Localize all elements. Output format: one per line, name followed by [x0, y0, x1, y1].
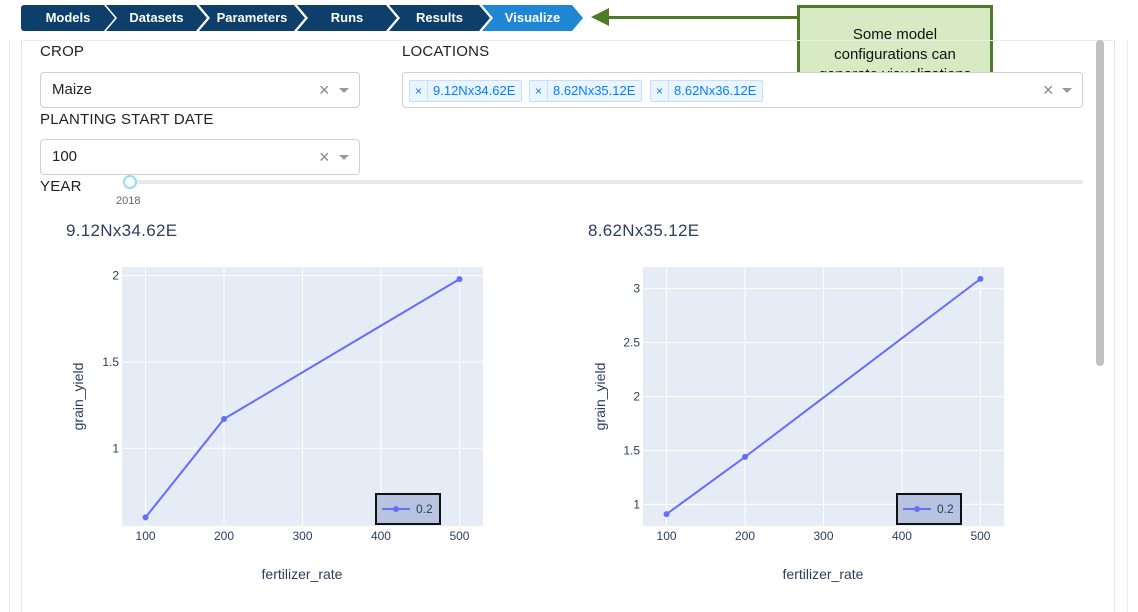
planting-start-date-value: 100 [52, 148, 78, 165]
year-slider-track[interactable] [130, 180, 1083, 184]
year-slider-mark: 2018 [116, 195, 141, 207]
planting-start-date-clear-icon[interactable]: × [319, 147, 330, 167]
crop-select[interactable]: Maize × [40, 72, 360, 108]
y-tick-label: 1.5 [102, 355, 119, 369]
breadcrumb-runs[interactable]: Runs [297, 5, 397, 31]
panel-border-right [1114, 40, 1115, 612]
data-point [142, 514, 149, 521]
crop-chevron-down-icon[interactable] [339, 88, 349, 93]
panel-border-left [21, 40, 22, 612]
breadcrumb-runs-label: Runs [330, 10, 364, 25]
outer-border-left [9, 40, 10, 612]
crop-clear-icon[interactable]: × [319, 80, 330, 100]
tag-remove-icon[interactable]: × [530, 81, 548, 101]
location-tag: × 8.62Nx35.12E [529, 80, 643, 102]
locations-label: LOCATIONS [402, 43, 490, 60]
x-tick-label: 500 [449, 529, 469, 543]
planting-start-date-chevron-down-icon[interactable] [339, 155, 349, 160]
vertical-scrollbar[interactable] [1096, 40, 1104, 366]
data-point [221, 415, 228, 422]
breadcrumb-visualize-label: Visualize [504, 10, 561, 25]
x-tick-label: 100 [136, 529, 156, 543]
chart-1-title: 9.12Nx34.62E [66, 221, 178, 240]
annotation-arrow-line [606, 15, 800, 19]
legend-label: 0.2 [416, 502, 433, 516]
breadcrumb-results[interactable]: Results [389, 5, 490, 31]
y-tick-label: 1 [112, 441, 119, 455]
breadcrumb-visualize[interactable]: Visualize [482, 5, 583, 31]
location-tag-label: 8.62Nx35.12E [553, 83, 636, 98]
x-tick-label: 400 [371, 529, 391, 543]
year-slider-handle[interactable] [123, 175, 137, 189]
breadcrumb-models[interactable]: Models [21, 5, 115, 31]
breadcrumb-models-label: Models [45, 10, 91, 25]
legend-marker [393, 506, 399, 512]
breadcrumb-datasets[interactable]: Datasets [106, 5, 207, 31]
breadcrumb-parameters-label: Parameters [216, 10, 288, 25]
x-tick-label: 300 [292, 529, 312, 543]
breadcrumb-results-label: Results [416, 10, 463, 25]
breadcrumb-datasets-label: Datasets [129, 10, 184, 25]
y-tick-label: 2 [112, 269, 119, 283]
locations-multiselect[interactable]: × 9.12Nx34.62E × 8.62Nx35.12E × 8.62Nx36.12… [402, 72, 1083, 108]
location-tag-label: 9.12Nx34.62E [433, 83, 516, 98]
crop-select-value: Maize [52, 81, 93, 98]
x-tick-label: 200 [214, 529, 234, 543]
y-axis-label: grain_yield [70, 363, 86, 431]
tag-remove-icon[interactable]: × [651, 81, 669, 101]
crop-label: CROP [40, 43, 85, 60]
locations-clear-icon[interactable]: × [1043, 80, 1054, 100]
x-axis-label: fertilizer_rate [262, 566, 343, 582]
year-label: YEAR [40, 178, 82, 195]
location-tag: × 8.62Nx36.12E [650, 80, 764, 102]
chart-2-title: 8.62Nx35.12E [588, 221, 700, 240]
annotation-arrow-head [591, 8, 609, 26]
location-tag: × 9.12Nx34.62E [409, 80, 523, 102]
outer-border-right [1127, 40, 1128, 612]
data-point [456, 276, 463, 283]
locations-chevron-down-icon[interactable] [1062, 88, 1072, 93]
planting-start-date-label: PLANTING START DATE [40, 111, 214, 128]
tag-remove-icon[interactable]: × [410, 81, 428, 101]
planting-start-date-select[interactable]: 100 × [40, 139, 360, 175]
panel-border-top [21, 40, 1115, 41]
location-tag-label: 8.62Nx36.12E [674, 83, 757, 98]
breadcrumb-parameters[interactable]: Parameters [199, 5, 305, 31]
